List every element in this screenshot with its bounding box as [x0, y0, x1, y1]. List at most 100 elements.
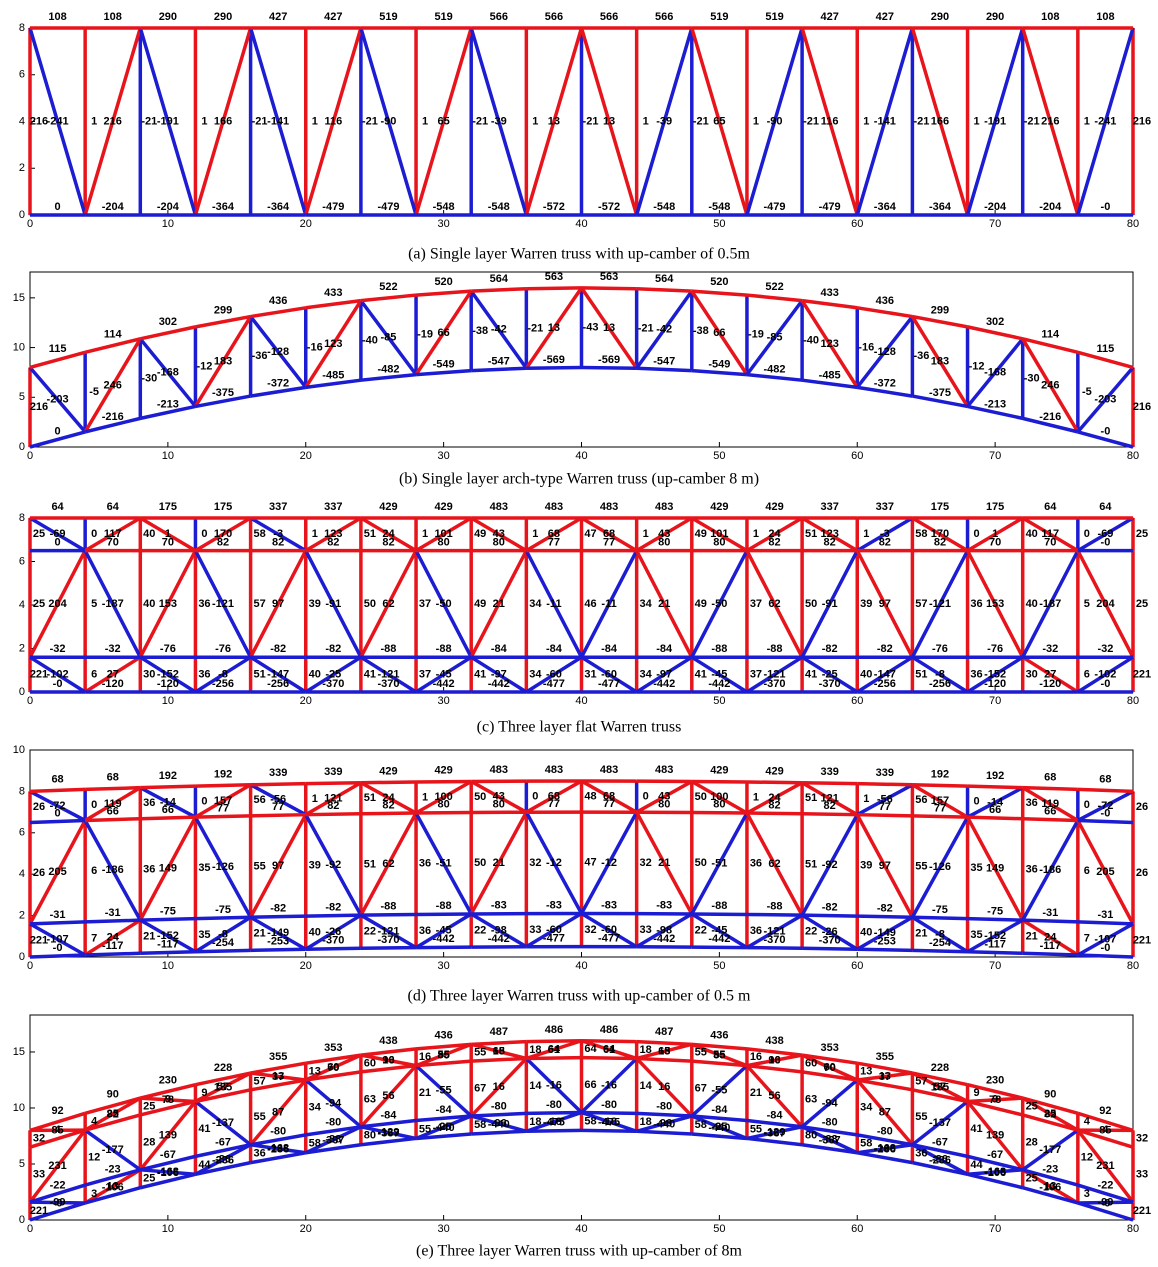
member — [361, 948, 416, 949]
force-label: -16 — [858, 341, 874, 353]
force-label: 7 — [91, 932, 97, 944]
force-label: 33 — [33, 1169, 45, 1181]
member — [195, 917, 250, 918]
x-tick-label: 40 — [575, 1223, 587, 1235]
force-label: 355 — [269, 1051, 287, 1063]
force-label: -55 — [711, 1085, 727, 1097]
member — [747, 375, 802, 381]
member — [1078, 922, 1133, 924]
force-label: 427 — [324, 11, 342, 23]
x-tick-label: 0 — [27, 695, 33, 707]
force-label: -0 — [1101, 537, 1111, 549]
force-label: 25 — [143, 1173, 155, 1185]
force-label: 429 — [710, 501, 728, 513]
force-label: 228 — [931, 1062, 949, 1074]
force-label: 16 — [419, 1051, 431, 1063]
member — [582, 1058, 637, 1059]
force-label: 60 — [805, 1057, 817, 1069]
force-label: 337 — [269, 501, 287, 513]
force-label: -256 — [212, 678, 234, 690]
force-label: 519 — [765, 11, 783, 23]
force-label: 139 — [159, 1130, 177, 1142]
force-label: -75 — [215, 904, 231, 916]
x-tick-label: 40 — [575, 450, 587, 462]
force-label: -82 — [822, 643, 838, 655]
force-label: -0 — [1101, 807, 1111, 819]
force-label: 85 — [1099, 1125, 1111, 1137]
force-label: 339 — [269, 767, 287, 779]
force-label: -477 — [543, 678, 565, 690]
force-label: 520 — [434, 276, 452, 288]
force-label: -12 — [546, 857, 562, 869]
x-tick-label: 50 — [713, 695, 725, 707]
force-label: -254 — [212, 937, 235, 949]
force-label: 1 — [201, 115, 207, 127]
force-label: -204 — [1039, 201, 1062, 213]
force-label: -128 — [874, 346, 896, 358]
force-label: -21 — [913, 115, 929, 127]
force-label: 483 — [490, 501, 508, 513]
member — [306, 814, 361, 815]
force-label: 135 — [214, 1082, 232, 1094]
force-label: 50 — [695, 791, 707, 803]
member — [306, 915, 361, 916]
force-label: -80 — [601, 1099, 617, 1111]
member — [30, 922, 85, 924]
force-label: -106 — [984, 1167, 1006, 1179]
x-tick-label: 0 — [27, 1223, 33, 1235]
force-label: 563 — [600, 271, 618, 283]
force-label: 299 — [931, 305, 949, 317]
force-label: -84 — [711, 1104, 728, 1116]
force-label: -84 — [656, 643, 673, 655]
force-label: 21 — [750, 1087, 762, 1099]
force-label: 1 — [863, 793, 869, 805]
force-label: 1 — [422, 791, 428, 803]
y-tick-label: 10 — [13, 1102, 25, 1114]
force-label: 153 — [986, 598, 1004, 610]
force-label: 216 — [1133, 401, 1151, 413]
force-label: -80 — [491, 1101, 507, 1113]
force-label: 82 — [382, 537, 394, 549]
force-label: -191 — [157, 115, 179, 127]
force-label: -549 — [433, 359, 455, 371]
force-label: -253 — [874, 936, 896, 948]
force-label: 41 — [970, 1123, 982, 1135]
force-label: 66 — [162, 804, 174, 816]
force-label: -475 — [543, 1117, 565, 1129]
force-label: 519 — [710, 11, 728, 23]
member — [361, 295, 416, 301]
y-tick-label: 8 — [19, 22, 25, 34]
force-label: -569 — [543, 354, 565, 366]
force-label: -187 — [102, 598, 124, 610]
force-label: 36 — [750, 925, 762, 937]
force-label: -31 — [50, 909, 66, 921]
force-label: 290 — [159, 11, 177, 23]
force-label: 13 — [860, 1065, 872, 1077]
force-label: 70 — [989, 537, 1001, 549]
force-label: 0 — [201, 796, 207, 808]
force-label: 41 — [474, 669, 486, 681]
force-label: -253 — [267, 936, 289, 948]
force-label: 522 — [379, 281, 397, 293]
member — [582, 367, 637, 368]
y-tick-label: 4 — [19, 115, 25, 127]
force-label: -482 — [764, 363, 786, 375]
force-label: -40 — [803, 334, 819, 346]
force-label: 18 — [640, 1044, 652, 1056]
force-label: 483 — [545, 501, 563, 513]
force-label: -572 — [543, 201, 565, 213]
force-label: 0 — [91, 799, 97, 811]
force-label: 216 — [104, 115, 122, 127]
force-label: -370 — [377, 934, 399, 946]
force-label: 63 — [364, 1093, 376, 1105]
force-label: -475 — [598, 1117, 620, 1129]
member — [747, 948, 802, 949]
force-label: -569 — [598, 354, 620, 366]
force-label: 21 — [143, 931, 155, 943]
force-label: 82 — [768, 537, 780, 549]
force-label: 135 — [931, 1082, 949, 1094]
force-label: -85 — [767, 332, 783, 344]
force-label: 51 — [805, 858, 817, 870]
force-label: -92 — [822, 859, 838, 871]
force-label: 166 — [214, 115, 232, 127]
